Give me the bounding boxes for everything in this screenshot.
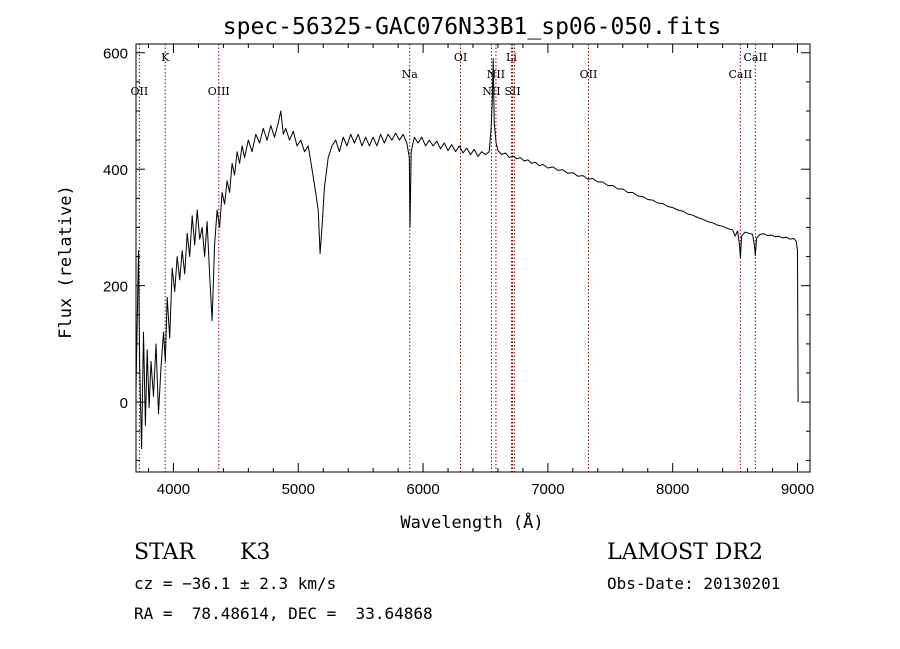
- chart-title: spec-56325-GAC076N33B1_sp06-050.fits: [223, 14, 722, 40]
- marker-label-4: OI: [454, 51, 467, 64]
- marker-label-8: SII: [504, 85, 520, 98]
- x-tick-label-1: 5000: [282, 481, 315, 498]
- x-tick-label-2: 6000: [406, 481, 439, 498]
- marker-label-6: NII: [487, 68, 505, 81]
- x-tick-label-0: 4000: [157, 481, 190, 498]
- marker-label-12: CaII: [743, 51, 767, 64]
- marker-label-0: OII: [131, 85, 149, 98]
- object-subclass: K3: [240, 540, 271, 565]
- object-class: STAR: [134, 540, 195, 565]
- marker-label-5: NII: [482, 85, 500, 98]
- y-tick-label-3: 600: [103, 46, 128, 63]
- y-tick-label-0: 0: [120, 395, 128, 412]
- marker-label-1: K: [161, 51, 170, 64]
- marker-label-7: Li: [506, 51, 517, 64]
- y-axis-label: Flux (relative): [56, 185, 76, 339]
- marker-label-2: OIII: [208, 85, 230, 98]
- x-axis: 4000 5000 6000 7000 8000 9000: [147, 44, 814, 498]
- marker-label-10: OII: [580, 68, 598, 81]
- x-tick-label-3: 7000: [531, 481, 564, 498]
- observation-date: Obs-Date: 20130201: [607, 574, 781, 593]
- x-tick-label-4: 8000: [656, 481, 689, 498]
- y-axis: 0 200 400 600: [103, 46, 810, 461]
- marker-label-11: CaII: [729, 68, 753, 81]
- plot-frame: [135, 43, 811, 473]
- y-tick-label-1: 200: [103, 279, 128, 296]
- marker-label-3: Na: [402, 68, 419, 81]
- spectrum-layer: [135, 58, 799, 450]
- survey-name: LAMOST DR2: [607, 540, 763, 565]
- coordinates-readout: RA = 78.48614, DEC = 33.64868: [134, 604, 433, 623]
- x-axis-label: Wavelength (Å): [400, 511, 543, 533]
- redshift-readout: cz = −36.1 ± 2.3 km/s: [134, 574, 337, 593]
- x-tick-label-5: 9000: [781, 481, 814, 498]
- y-tick-label-2: 400: [103, 162, 128, 179]
- spectrum-line: [135, 58, 799, 450]
